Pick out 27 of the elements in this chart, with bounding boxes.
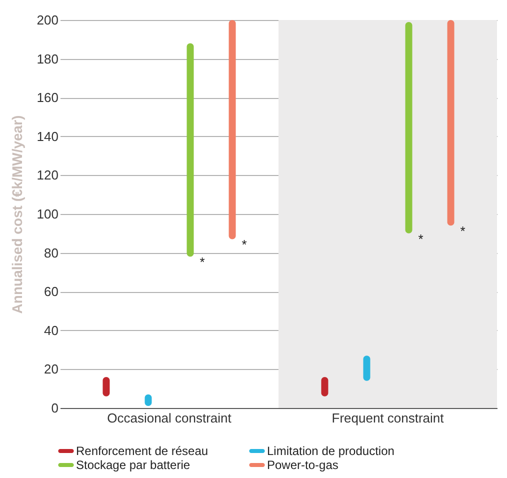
- y-tick-label: 180: [36, 51, 58, 66]
- annotation: *: [418, 231, 424, 246]
- legend-label: Renforcement de réseau: [76, 444, 208, 458]
- bar: [363, 356, 370, 381]
- y-tick-label: 160: [36, 90, 58, 106]
- annotation: *: [460, 224, 466, 239]
- annotation: *: [200, 254, 205, 270]
- y-tick-label: 20: [44, 362, 58, 377]
- legend-label: Power-to-gas: [267, 458, 338, 472]
- annotation: *: [242, 237, 247, 252]
- x-tick-label: Frequent constraint: [332, 410, 444, 426]
- y-tick-label: 120: [36, 168, 58, 183]
- y-tick-label: 40: [44, 322, 58, 338]
- bar: [186, 43, 194, 257]
- y-tick-label: 60: [44, 284, 58, 300]
- y-tick-label: 100: [36, 206, 58, 222]
- legend-label: Limitation de production: [267, 444, 394, 458]
- bar: [447, 20, 454, 226]
- y-tick-label: 200: [36, 12, 58, 28]
- bar: [405, 22, 412, 234]
- y-axis-title: Annualised cost (€k/MW/year): [8, 115, 25, 314]
- bar: [228, 20, 236, 240]
- y-tick-label: 0: [51, 400, 58, 416]
- x-tick-label: Occasional constraint: [107, 410, 232, 426]
- legend-label: Stockage par batterie: [76, 458, 190, 472]
- y-tick-label: 140: [36, 128, 58, 144]
- y-tick-label: 80: [44, 245, 58, 260]
